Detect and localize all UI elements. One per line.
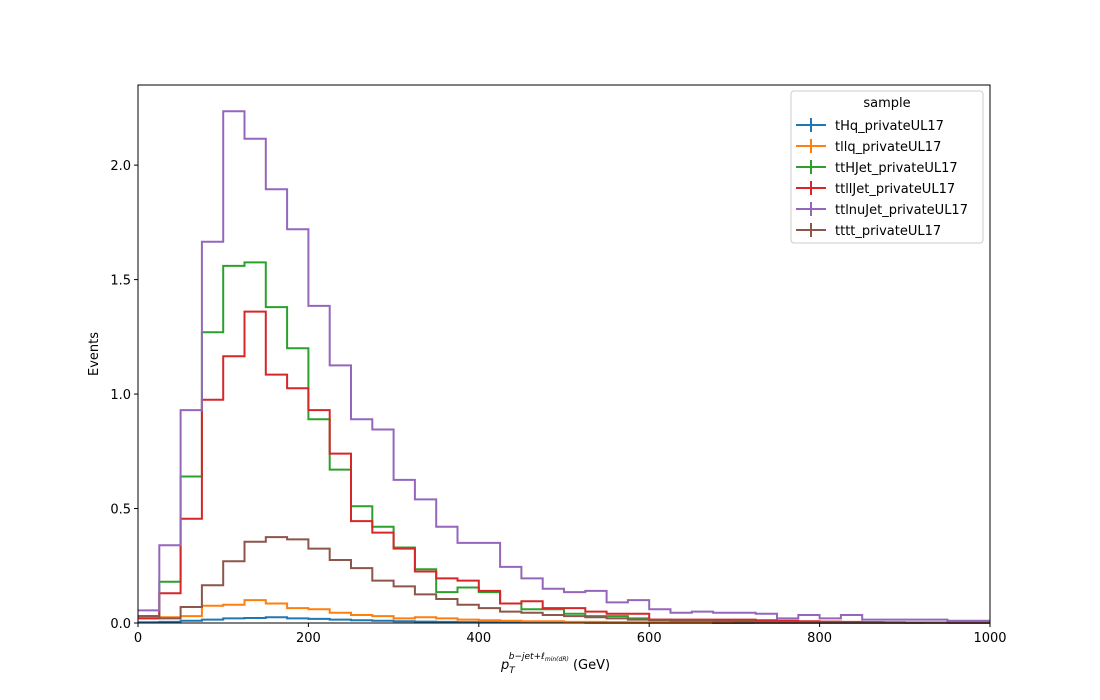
legend-box xyxy=(790,90,984,244)
legend-label: ttlnuJet_privateUL17 xyxy=(835,203,968,218)
x-axis-label-sub: T xyxy=(509,666,516,676)
legend-label: ttHJet_privateUL17 xyxy=(835,161,958,176)
series-line-5 xyxy=(138,536,990,624)
y-tick-label: 1.0 xyxy=(110,388,131,403)
legend-label: tttt_privateUL17 xyxy=(835,224,941,239)
x-axis-label-main: p xyxy=(500,658,509,673)
y-axis-ticks: 0.0 0.5 1.0 1.5 2.0 xyxy=(110,159,138,632)
y-tick-label: 0.0 xyxy=(110,617,131,632)
legend-label: tllq_privateUL17 xyxy=(835,140,941,155)
legend-label: ttllJet_privateUL17 xyxy=(835,182,955,197)
legend-items: tHq_privateUL17 tllq_privateUL17 ttHJet_pr… xyxy=(796,118,968,239)
y-tick-label: 2.0 xyxy=(110,159,131,174)
x-tick-label: 1000 xyxy=(973,631,1006,646)
legend: sample tHq_privateUL17 tllq_privateUL17tt… xyxy=(790,90,984,244)
x-tick-label: 0 xyxy=(134,631,142,646)
legend-item: tttt_privateUL17 xyxy=(796,223,941,239)
legend-item: ttlnuJet_privateUL17 xyxy=(796,202,968,218)
x-axis-ticks: 0 200 400 600 800 1000 xyxy=(134,623,1007,646)
x-axis-label-sup-sub: min(dR) xyxy=(545,656,569,663)
y-tick-label: 0.5 xyxy=(110,503,131,518)
x-axis-label: pTb−jet+ℓmin(dR) (GeV) xyxy=(500,652,610,676)
x-tick-label: 800 xyxy=(807,631,832,646)
legend-label: tHq_privateUL17 xyxy=(835,119,944,134)
legend-item: tHq_privateUL17 xyxy=(796,118,944,134)
x-tick-label: 600 xyxy=(637,631,662,646)
series-layer xyxy=(138,110,990,624)
series-line-4 xyxy=(138,110,990,622)
legend-title: sample xyxy=(863,96,910,111)
x-axis-label-sup: b−jet+ℓ xyxy=(509,652,545,662)
legend-item: tllq_privateUL17 xyxy=(796,139,941,155)
legend-item: ttHJet_privateUL17 xyxy=(796,160,958,176)
x-tick-label: 200 xyxy=(296,631,321,646)
y-axis-label: Events xyxy=(87,332,102,376)
x-axis-label-unit: (GeV) xyxy=(569,658,610,673)
x-tick-label: 400 xyxy=(466,631,491,646)
plot-frame xyxy=(137,84,991,624)
legend-item: ttllJet_privateUL17 xyxy=(796,181,955,197)
y-tick-label: 1.5 xyxy=(110,274,131,289)
